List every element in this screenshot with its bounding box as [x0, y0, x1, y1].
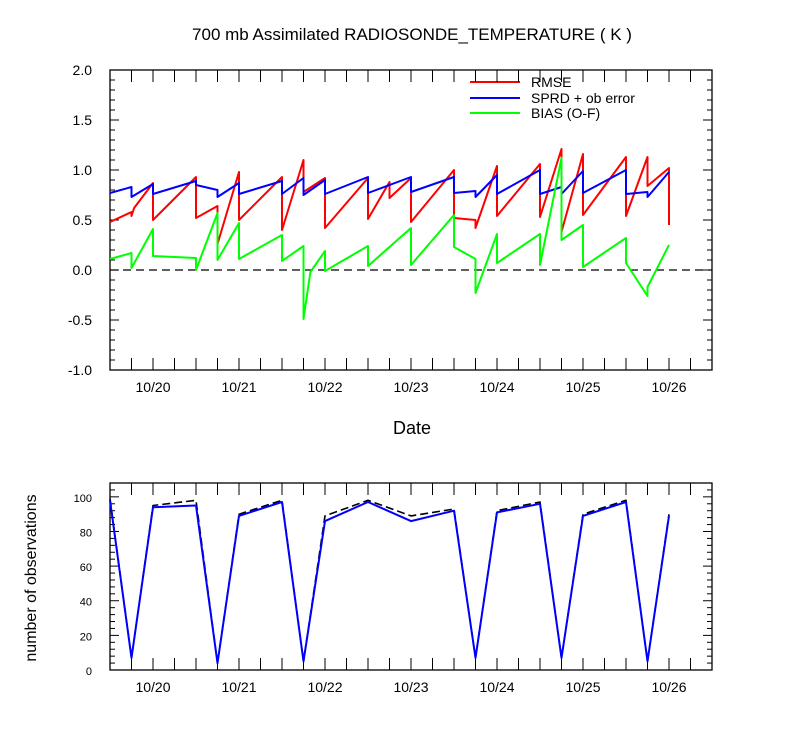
bottom-y-tick-label-0: 0 [86, 666, 92, 678]
bottom-y-tick-label-60: 60 [80, 562, 92, 574]
top-series-rmse [109, 148, 670, 245]
top-chart-title: 700 mb Assimilated RADIOSONDE_TEMPERATUR… [192, 25, 632, 44]
bottom-chart-y-label: number of observations [23, 494, 40, 661]
bottom-y-tick-label-100: 100 [74, 493, 92, 505]
top-series-sprd-ob-error [109, 169, 670, 198]
bottom-x-tick-label-10-24: 10/24 [479, 679, 514, 695]
top-x-tick-label-10-24: 10/24 [479, 379, 514, 395]
top-x-tick-label-10-23: 10/23 [393, 379, 428, 395]
legend-label-bias: BIAS (O-F) [531, 105, 600, 121]
top-x-tick-label-10-20: 10/20 [135, 379, 170, 395]
top-x-tick-label-10-22: 10/22 [307, 379, 342, 395]
bottom-x-tick-label-10-25: 10/25 [565, 679, 600, 695]
bottom-plot-frame [109, 482, 713, 671]
top-chart-legend: RMSE SPRD + ob error BIAS (O-F) [470, 74, 635, 121]
top-series-bias-o-f [109, 157, 670, 320]
legend-label-sprd: SPRD + ob error [531, 90, 635, 106]
bottom-series-observations-used [109, 500, 670, 665]
top-plot-area: 10/20 10/21 10/22 10/23 10/24 10/25 10/26 -1.0 -… [68, 62, 713, 395]
top-y-tick-label-1-0: 1.0 [73, 162, 93, 178]
bottom-plot-area: 10/20 10/21 10/22 10/23 10/24 10/25 10/26 0 20 40… [74, 482, 713, 695]
top-x-tick-label-10-26: 10/26 [651, 379, 686, 395]
top-chart-x-label: Date [393, 418, 431, 438]
bottom-y-tick-label-20: 20 [80, 631, 92, 643]
top-y-tick-label-1-0: -1.0 [68, 362, 92, 378]
bottom-x-tick-label-10-20: 10/20 [135, 679, 170, 695]
bottom-x-tick-label-10-26: 10/26 [651, 679, 686, 695]
bottom-x-tick-label-10-23: 10/23 [393, 679, 428, 695]
legend-label-rmse: RMSE [531, 74, 571, 90]
top-y-tick-label-0-5: 0.5 [73, 212, 93, 228]
top-x-tick-label-10-25: 10/25 [565, 379, 600, 395]
bottom-series-observations-possible [109, 498, 670, 664]
bottom-y-tick-label-80: 80 [80, 527, 92, 539]
bottom-x-tick-label-10-21: 10/21 [221, 679, 256, 695]
bottom-y-tick-label-40: 40 [80, 597, 92, 609]
top-x-tick-label-10-21: 10/21 [221, 379, 256, 395]
top-y-tick-label-2-0: 2.0 [73, 62, 93, 78]
top-y-tick-label-1-5: 1.5 [73, 112, 93, 128]
bottom-x-tick-label-10-22: 10/22 [307, 679, 342, 695]
top-y-tick-label-0-5: -0.5 [68, 312, 92, 328]
top-y-tick-label-0-0: 0.0 [73, 262, 93, 278]
